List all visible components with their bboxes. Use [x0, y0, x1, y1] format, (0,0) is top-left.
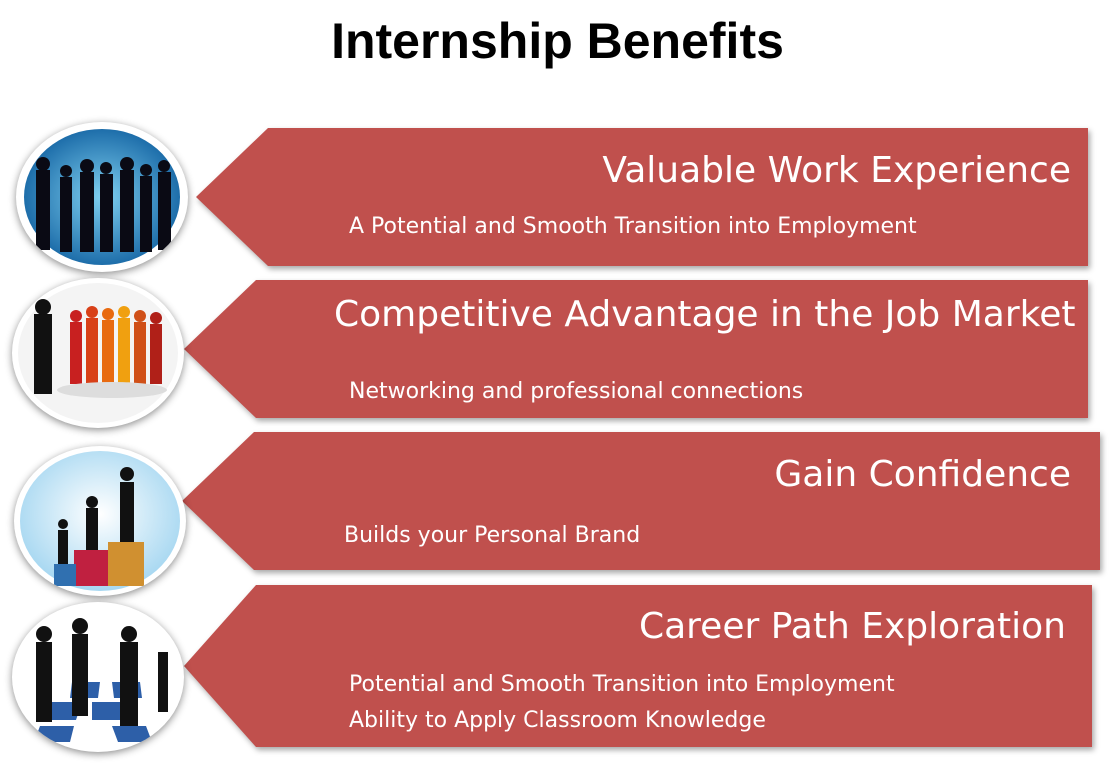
benefit-banner-2: [184, 280, 1088, 418]
benefit-detail-1: A Potential and Smooth Transition into E…: [349, 214, 917, 239]
benefit-detail-3: Builds your Personal Brand: [344, 523, 641, 548]
team-crowd-icon: [12, 278, 184, 428]
benefit-detail-2: Networking and professional connections: [349, 379, 804, 404]
business-people-chessboard-icon: [12, 602, 184, 752]
benefit-banner-1: [196, 128, 1088, 266]
business-people-handshake-icon: [16, 122, 188, 272]
benefit-detail-4b: Ability to Apply Classroom Knowledge: [349, 708, 766, 733]
benefit-heading-4: Career Path Exploration: [638, 606, 1066, 647]
benefit-banner-4: [184, 585, 1092, 747]
benefit-detail-4a: Potential and Smooth Transition into Emp…: [349, 672, 895, 697]
page-title: Internship Benefits: [331, 13, 784, 69]
benefit-banner-3: [182, 432, 1100, 570]
winners-podium-icon: [14, 446, 186, 596]
benefit-heading-3: Gain Confidence: [774, 454, 1071, 495]
benefit-heading-2: Competitive Advantage in the Job Market: [334, 294, 1076, 335]
benefit-heading-1: Valuable Work Experience: [602, 150, 1071, 191]
